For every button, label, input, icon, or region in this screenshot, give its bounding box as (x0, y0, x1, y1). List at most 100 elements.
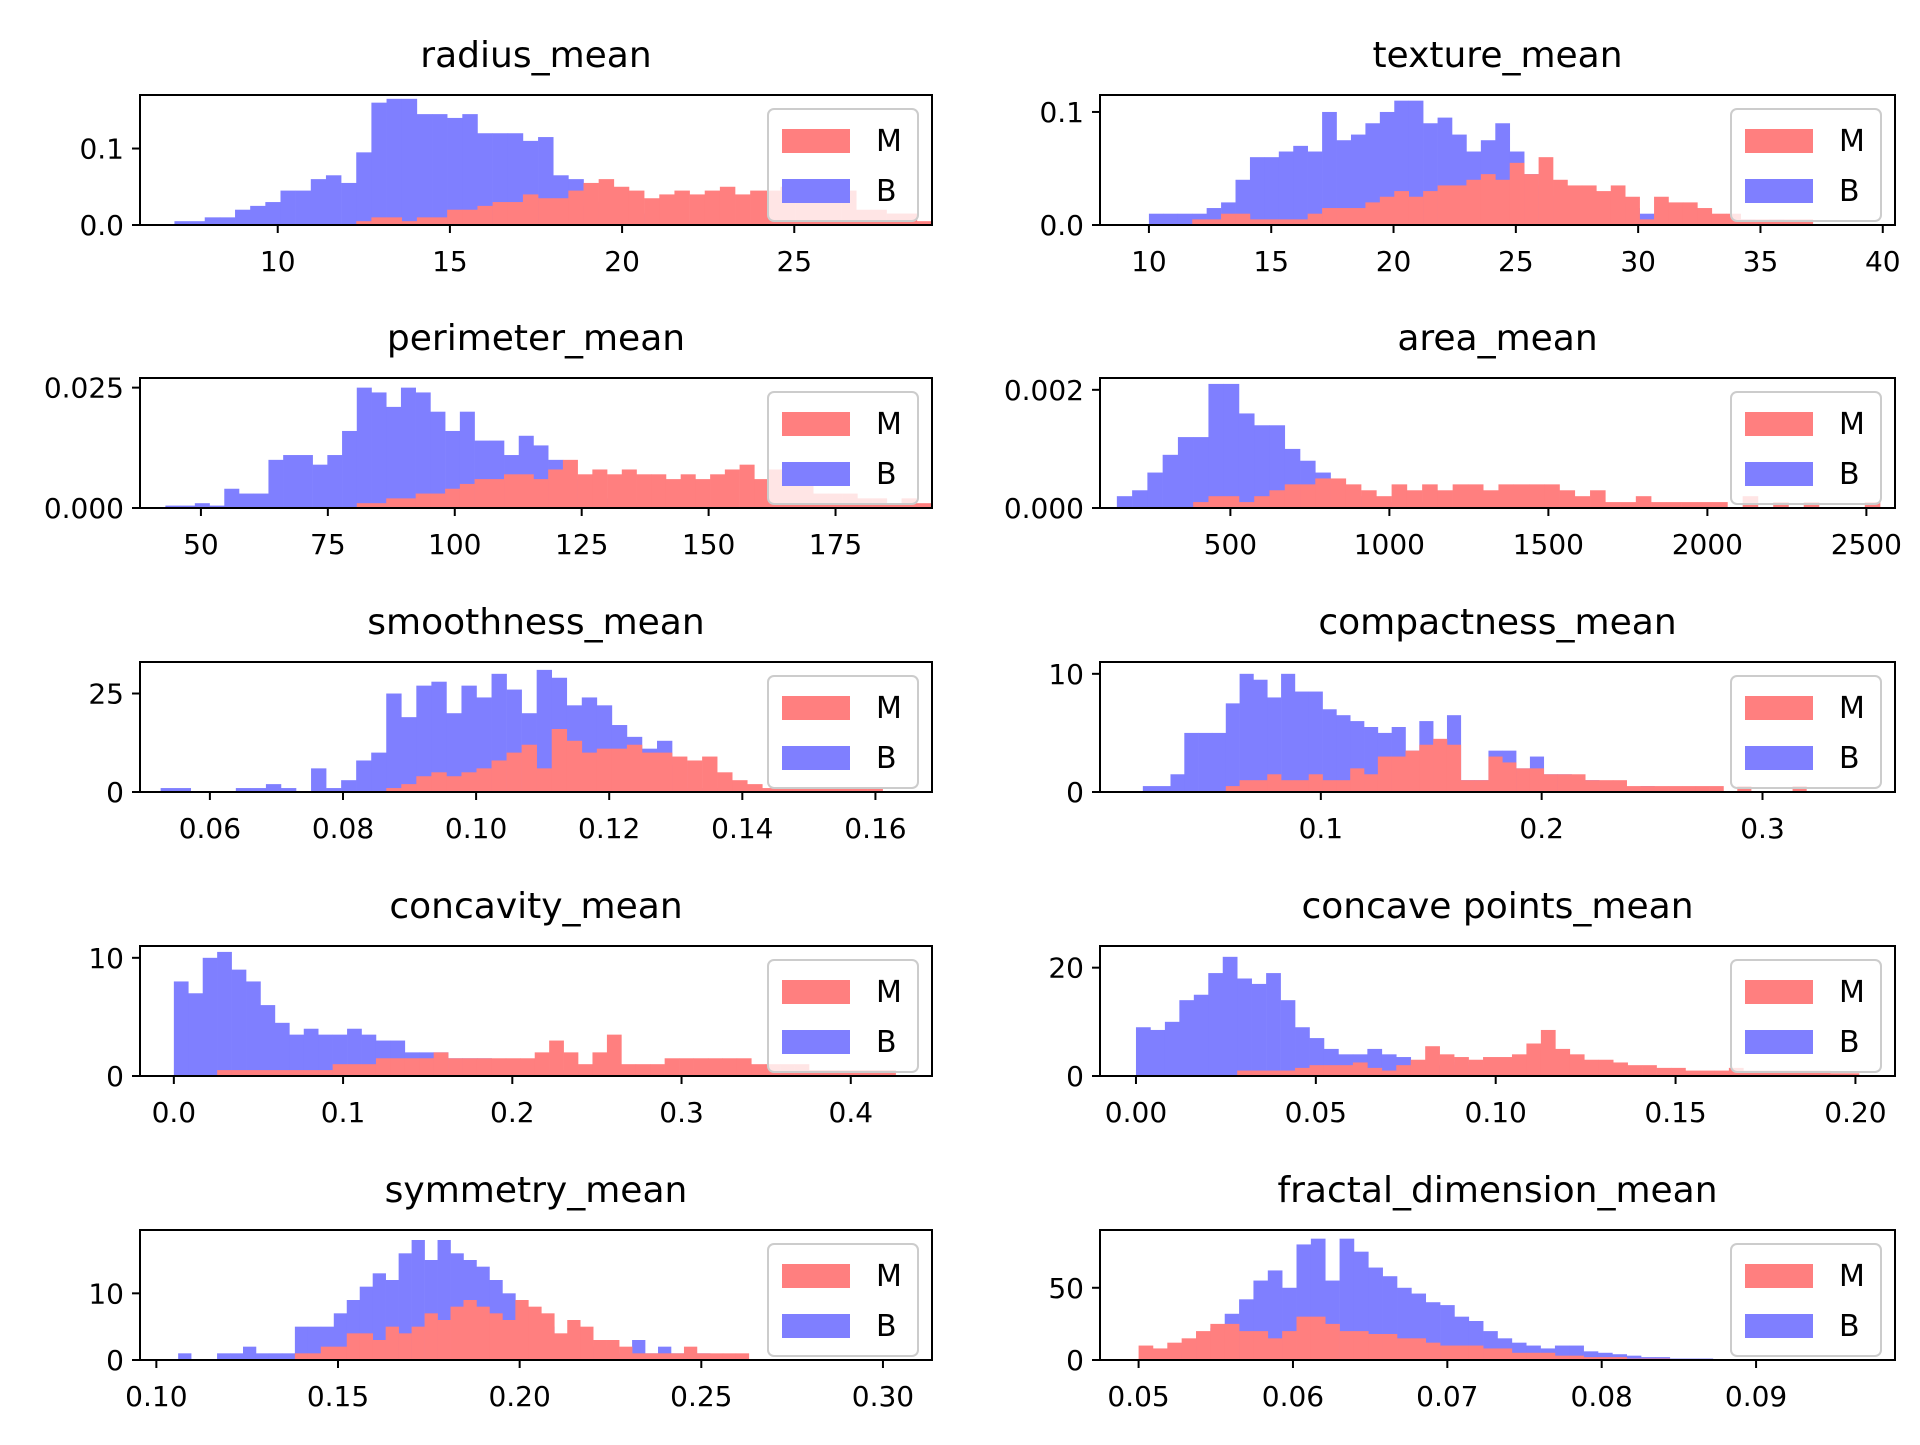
legend-swatch-M (782, 1264, 850, 1288)
bar-M-radius-mean (598, 179, 615, 225)
bar-M-texture-mean (1206, 219, 1222, 225)
subplot-perimeter-mean: perimeter_mean 50 75 100 125 150 175 0.000 0.025… (44, 318, 933, 561)
bar-M-concave-points-mean (1555, 1048, 1571, 1076)
bar-M-concavity-mean (274, 1070, 290, 1076)
bar-M-fractal-dimension-mean (1296, 1316, 1312, 1360)
bar-M-symmetry-mean (359, 1333, 373, 1360)
y-tick-label: 0 (106, 1060, 124, 1093)
bar-M-texture-mean (1755, 219, 1770, 225)
axes-frame-smoothness-mean (139, 661, 933, 793)
bar-B-concave-points-mean (1295, 1027, 1310, 1076)
bar-B-symmetry-mean (243, 1346, 257, 1360)
bar-M-concavity-mean (491, 1058, 507, 1076)
bar-M-smoothness-mean (641, 752, 658, 792)
bar-M-fractal-dimension-mean (1583, 1357, 1599, 1360)
bar-M-compactness-mean (1419, 744, 1434, 792)
subplot-concave-points-mean: concave points_mean 0.00 0.05 0.10 0.15 0.20 0… (1048, 886, 1896, 1129)
axes-frame-texture-mean (1099, 94, 1896, 226)
bar-M-area-mean (1437, 490, 1453, 508)
bar-M-texture-mean (1639, 219, 1655, 225)
bar-M-concave-points-mean (1844, 1073, 1860, 1076)
bar-M-fractal-dimension-mean (1483, 1348, 1498, 1360)
x-tick-label: 0.4 (829, 1096, 874, 1129)
bar-B-perimeter-mean (342, 430, 358, 508)
bar-B-concavity-mean (173, 981, 189, 1076)
bar-M-compactness-mean (1626, 786, 1641, 792)
bar-M-area-mean (1467, 484, 1484, 508)
bar-M-fractal-dimension-mean (1224, 1323, 1240, 1360)
bar-B-concavity-mean (303, 1028, 319, 1076)
legend-swatch-B (1745, 1314, 1813, 1338)
bar-M-concavity-mean (635, 1064, 651, 1076)
bar-M-fractal-dimension-mean (1454, 1345, 1470, 1360)
bar-M-compactness-mean (1695, 786, 1710, 792)
bar-B-compactness-mean (1281, 673, 1296, 792)
bar-M-concavity-mean (563, 1052, 579, 1076)
bar-M-concave-points-mean (1468, 1059, 1484, 1076)
bar-M-fractal-dimension-mean (1526, 1352, 1541, 1360)
bar-B-radius-mean (462, 114, 478, 225)
y-tick-label: 20 (1048, 952, 1084, 985)
bar-B-radius-mean (250, 205, 266, 225)
bar-M-fractal-dimension-mean (1239, 1331, 1254, 1360)
bar-B-area-mean (1254, 425, 1270, 508)
legend-label-M: M (1839, 124, 1865, 159)
bar-M-area-mean (1238, 502, 1255, 508)
subplot-title: fractal_dimension_mean (1277, 1170, 1717, 1211)
bar-M-texture-mean (1278, 219, 1294, 225)
axes-frame-concavity-mean (139, 945, 933, 1077)
bar-M-compactness-mean (1502, 762, 1517, 792)
bar-M-concavity-mean (650, 1064, 665, 1076)
bar-M-symmetry-mean (411, 1326, 425, 1360)
bar-M-concavity-mean (751, 1064, 766, 1076)
bar-M-concavity-mean (881, 1070, 896, 1076)
x-tick-label: 500 (1204, 528, 1257, 561)
bar-M-texture-mean (1365, 202, 1381, 225)
bar-B-concave-points-mean (1237, 978, 1252, 1076)
x-tick-label: 40 (1865, 245, 1901, 278)
bar-M-perimeter-mean (415, 493, 431, 508)
bar-M-compactness-mean (1405, 750, 1420, 792)
bar-M-smoothness-mean (581, 752, 598, 792)
bar-B-radius-mean (174, 221, 190, 225)
bar-M-concavity-mean (476, 1058, 492, 1076)
bar-M-concave-points-mean (1757, 1070, 1773, 1076)
legend-label-B: B (876, 741, 897, 776)
bar-M-concave-points-mean (1671, 1067, 1686, 1076)
bar-B-perimeter-mean (415, 392, 431, 508)
x-tick-label: 0.25 (670, 1380, 732, 1413)
legend-swatch-B (782, 746, 850, 770)
bar-M-symmetry-mean (320, 1346, 335, 1360)
bar-B-smoothness-mean (175, 788, 192, 792)
bar-M-concave-points-mean (1584, 1059, 1600, 1076)
x-tick-label: 20 (604, 245, 640, 278)
bar-M-concave-points-mean (1454, 1057, 1469, 1076)
x-tick-label: 0.12 (578, 812, 640, 845)
bar-M-concave-points-mean (1367, 1067, 1383, 1076)
bar-B-symmetry-mean (268, 1353, 283, 1360)
x-tick-label: 1000 (1354, 528, 1425, 561)
bar-M-area-mean (1864, 502, 1881, 508)
bar-M-perimeter-mean (445, 488, 461, 508)
bar-B-radius-mean (189, 221, 206, 225)
bar-M-fractal-dimension-mean (1612, 1357, 1628, 1360)
legend-perimeter-mean: MB (767, 391, 919, 505)
subplot-title: smoothness_mean (367, 602, 704, 643)
bar-B-concave-points-mean (1179, 1000, 1195, 1076)
bar-M-area-mean (1498, 484, 1515, 508)
y-tick-label: 0.1 (79, 133, 124, 166)
bar-B-perimeter-mean (430, 411, 446, 508)
bar-M-texture-mean (1495, 179, 1511, 225)
bar-M-compactness-mean (1391, 756, 1406, 792)
bar-B-smoothness-mean (401, 717, 417, 792)
bar-M-smoothness-mean (476, 768, 492, 792)
bar-B-symmetry-mean (307, 1326, 322, 1360)
bar-B-perimeter-mean (239, 493, 255, 508)
subplot-title: concave points_mean (1301, 886, 1693, 927)
bar-M-texture-mean (1538, 157, 1554, 225)
y-tick-label: 0.025 (44, 372, 124, 405)
bar-M-symmetry-mean (658, 1353, 672, 1360)
bar-B-smoothness-mean (250, 788, 267, 792)
bar-B-smoothness-mean (371, 752, 387, 792)
bar-M-concavity-mean (404, 1058, 420, 1076)
